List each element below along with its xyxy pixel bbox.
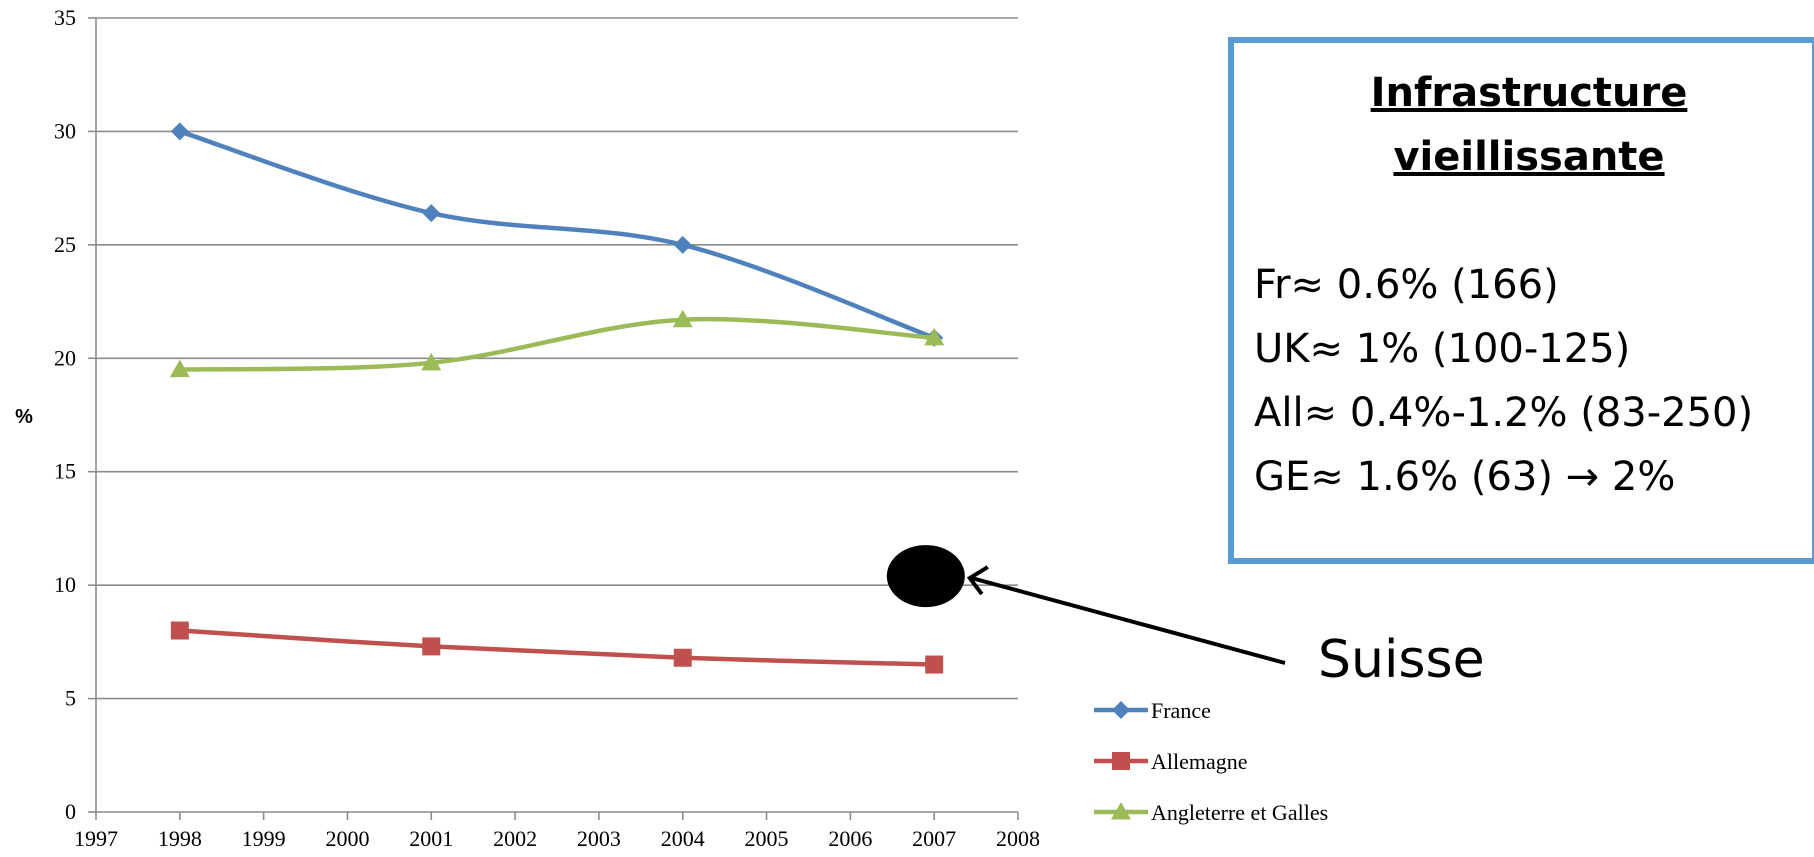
info-box-title: Infrastructure vieillissante — [1234, 61, 1814, 189]
x-tick-label: 2006 — [828, 826, 872, 851]
x-tick-label: 2002 — [493, 826, 537, 851]
series-line-2 — [179, 316, 935, 372]
legend-marker — [1112, 752, 1130, 770]
data-point — [673, 648, 692, 667]
data-point — [673, 235, 692, 254]
series-lines — [169, 122, 945, 674]
legend-marker — [1111, 802, 1131, 820]
legend-marker — [1112, 701, 1130, 719]
data-point — [422, 204, 441, 223]
data-point — [169, 359, 190, 378]
suisse-label: Suisse — [1318, 630, 1485, 690]
series-line-1 — [179, 628, 935, 667]
x-tick-label: 2008 — [996, 826, 1040, 851]
x-tick-label: 2005 — [745, 826, 789, 851]
x-tick-label: 1998 — [158, 826, 202, 851]
data-point — [170, 122, 189, 141]
data-point — [422, 637, 441, 656]
arrow-head — [966, 565, 989, 596]
x-tick-label: 1997 — [74, 826, 118, 851]
data-point — [924, 327, 945, 346]
y-axis-label: % — [15, 406, 33, 428]
data-point — [925, 655, 944, 674]
legend-label: Allemagne — [1151, 749, 1248, 774]
legend: France Allemagne Angleterre et Galles — [1094, 698, 1328, 825]
x-tick-label: 1999 — [242, 826, 286, 851]
grid-lines — [96, 17, 1018, 700]
info-box-lines: Fr≈ 0.6% (166) UK≈ 1% (100-125) All≈ 0.4… — [1254, 253, 1753, 509]
info-title-line-1: Infrastructure — [1370, 70, 1688, 116]
y-tick-label: 25 — [54, 232, 76, 257]
suisse-dot — [886, 545, 965, 608]
legend-label: France — [1151, 698, 1211, 723]
suisse-annotation: Suisse — [886, 545, 1485, 690]
legend-label: Angleterre et Galles — [1151, 800, 1328, 825]
info-line-all: All≈ 0.4%-1.2% (83-250) — [1254, 390, 1754, 436]
x-tick-label: 2004 — [661, 826, 705, 851]
x-tick-label: 2007 — [912, 826, 956, 851]
y-tick-label: 15 — [54, 459, 76, 484]
y-tick-label: 0 — [65, 799, 76, 824]
series-line-0 — [179, 129, 935, 340]
x-tick-label: 2001 — [409, 826, 453, 851]
y-tick-label: 35 — [54, 5, 76, 30]
arrow-line — [971, 576, 1286, 665]
info-line-ge: GE≈ 1.6% (63) → 2% — [1254, 454, 1676, 500]
y-tick-label: 5 — [65, 686, 76, 711]
info-line-uk: UK≈ 1% (100-125) — [1254, 326, 1631, 372]
data-point — [170, 621, 189, 640]
data-point — [672, 309, 693, 328]
data-point — [421, 352, 442, 371]
y-tick-label: 30 — [54, 118, 76, 143]
x-tick-label: 2003 — [577, 826, 621, 851]
info-box: Infrastructure vieillissante Fr≈ 0.6% (1… — [1228, 37, 1814, 564]
x-tick-label: 2000 — [325, 826, 369, 851]
y-tick-label: 10 — [54, 572, 76, 597]
info-line-fr: Fr≈ 0.6% (166) — [1254, 262, 1559, 308]
axes — [88, 17, 1019, 820]
info-title-line-2: vieillissante — [1393, 134, 1665, 180]
y-tick-label: 20 — [54, 345, 76, 370]
tick-labels: 0 5 10 15 20 25 30 35 1997 1998 1999 2000 2001 2002 20… — [54, 5, 1040, 851]
